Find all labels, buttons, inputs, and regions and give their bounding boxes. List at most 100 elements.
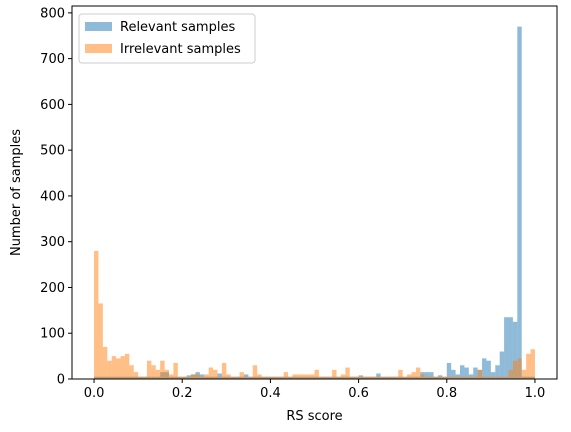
histogram-bar: [164, 369, 169, 379]
histogram-bar: [345, 367, 350, 379]
histogram-bar: [252, 365, 258, 379]
histogram-bar: [486, 360, 491, 379]
x-axis-label: RS score: [286, 409, 342, 424]
y-tick-label: 700: [40, 52, 65, 67]
histogram-bar: [446, 362, 452, 379]
histogram-bar: [102, 346, 108, 379]
x-tick-label: 0.2: [172, 386, 193, 401]
legend-label: Relevant samples: [120, 20, 235, 35]
y-tick-label: 600: [40, 98, 65, 113]
histogram-bar: [160, 360, 165, 379]
histogram-bar: [424, 372, 430, 379]
histogram-bar: [495, 376, 500, 379]
histogram-bar: [473, 367, 478, 379]
histogram-bar: [349, 376, 355, 379]
histogram-bar: [221, 362, 227, 379]
legend-box: [78, 13, 256, 64]
histogram-bar: [517, 26, 522, 379]
histogram-bar: [288, 376, 293, 379]
histogram-bar: [296, 374, 302, 379]
histogram-bar: [429, 372, 434, 379]
x-tick-label: 0.6: [348, 386, 369, 401]
histogram-bar: [393, 376, 399, 379]
histogram-bar: [336, 376, 341, 379]
histogram-bar: [208, 367, 214, 379]
histogram-bar: [468, 376, 474, 379]
histogram-bar: [133, 372, 139, 379]
histogram-bar: [274, 376, 280, 379]
histogram-bar: [155, 369, 161, 379]
histogram-bar: [402, 376, 408, 379]
histogram-bar: [508, 317, 513, 379]
x-axis: 0.0 0.2 0.4 0.6 0.8 1.0: [84, 379, 546, 401]
histogram-bar: [204, 374, 209, 379]
histogram-bar: [512, 360, 518, 379]
histogram-bar: [235, 376, 240, 379]
histogram-bar: [323, 376, 328, 379]
histogram-bar: [261, 376, 266, 379]
histogram-bar: [521, 369, 527, 379]
histogram-bar: [460, 376, 465, 379]
y-tick-label: 100: [40, 327, 65, 342]
histogram-bar: [530, 349, 535, 379]
histogram-bar: [437, 376, 443, 379]
histogram-bar: [424, 376, 430, 379]
histogram-bar: [376, 373, 381, 379]
histogram-bar: [429, 376, 434, 379]
histogram-bar: [301, 374, 306, 379]
histogram-bar: [142, 376, 147, 379]
x-tick-label: 0.0: [84, 386, 105, 401]
histogram-bar: [226, 374, 231, 379]
y-tick-label: 500: [40, 144, 65, 159]
histogram-bar: [451, 369, 456, 379]
histogram-bar: [129, 365, 134, 379]
histogram-bar: [512, 321, 518, 379]
histogram-bar: [367, 376, 372, 379]
legend-swatch: [85, 44, 112, 53]
histogram-bar: [407, 374, 412, 379]
histogram-bar: [411, 372, 416, 379]
histogram-bar: [340, 374, 346, 379]
histogram-bar: [243, 376, 249, 379]
histogram-bar: [504, 317, 509, 379]
y-tick-label: 200: [40, 281, 65, 296]
bars-layer: [94, 26, 535, 379]
histogram-bar: [318, 376, 324, 379]
histogram-bar: [363, 376, 368, 379]
histogram-bar: [327, 376, 333, 379]
histogram-bar: [495, 365, 500, 379]
histogram-bar: [499, 376, 505, 379]
histogram-bar: [486, 376, 491, 379]
histogram-bar: [380, 376, 386, 379]
histogram-bar: [98, 303, 103, 379]
histogram-bar: [354, 376, 359, 379]
histogram-bar: [120, 356, 125, 379]
histogram-bar: [477, 369, 483, 379]
y-tick-label: 300: [40, 235, 65, 250]
histogram-bar: [464, 367, 469, 379]
x-tick-label: 1.0: [525, 386, 546, 401]
histogram-bar: [490, 376, 496, 379]
histogram-bar: [230, 376, 236, 379]
histogram-bar: [451, 376, 456, 379]
histogram-bar: [266, 376, 271, 379]
histogram-bar: [398, 369, 403, 379]
legend-swatch: [85, 22, 112, 31]
histogram-bar: [358, 376, 363, 379]
histogram-bar: [376, 376, 381, 379]
histogram-bar: [332, 369, 337, 379]
histogram-bar: [199, 376, 205, 379]
legend: Relevant samples Irrelevant samples: [78, 13, 256, 64]
histogram-bar: [517, 358, 522, 379]
histogram-bar: [504, 376, 509, 379]
histogram-bar: [482, 358, 487, 379]
histogram-bar: [191, 374, 196, 379]
histogram-bar: [305, 374, 311, 379]
histogram-bar: [138, 376, 143, 379]
histogram-bar: [173, 362, 178, 379]
histogram-bar: [248, 376, 253, 379]
y-tick-label: 800: [40, 6, 65, 21]
histogram-bar: [455, 376, 460, 379]
y-axis-label: Number of samples: [9, 129, 24, 256]
